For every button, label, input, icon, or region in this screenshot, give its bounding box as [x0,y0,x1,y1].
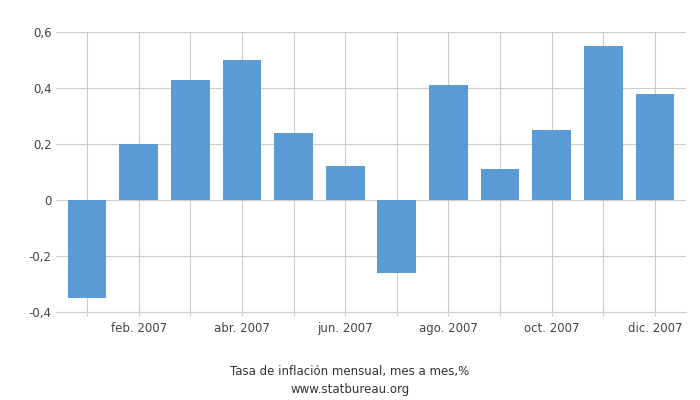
Bar [326,166,365,200]
Text: www.statbureau.org: www.statbureau.org [290,384,410,396]
Bar [68,200,106,298]
Bar [533,130,571,200]
Bar [171,80,209,200]
Bar [223,60,261,200]
Bar [481,169,519,200]
Bar [584,46,623,200]
Bar [377,200,416,273]
Bar [119,144,158,200]
Bar [636,94,674,200]
Text: Tasa de inflación mensual, mes a mes,%: Tasa de inflación mensual, mes a mes,% [230,365,470,378]
Bar [274,133,313,200]
Bar [429,85,468,200]
